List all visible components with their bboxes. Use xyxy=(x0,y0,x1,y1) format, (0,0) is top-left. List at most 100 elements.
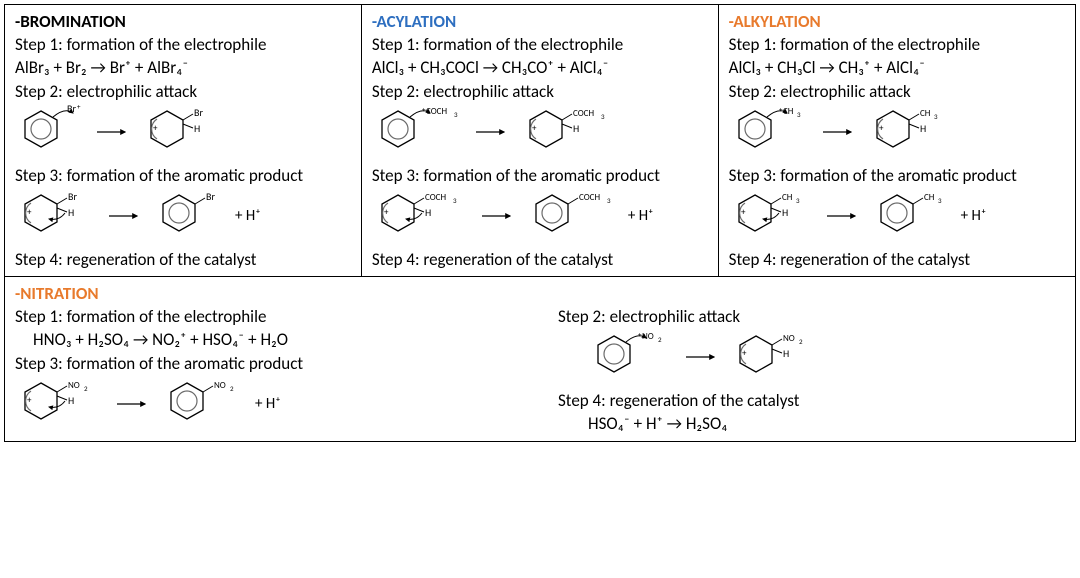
arenium-icon: + CH3 H xyxy=(867,105,953,159)
svg-text:H: H xyxy=(783,347,789,360)
benzene-sub-icon: Br xyxy=(153,189,225,243)
brom-step2-diagram: Br+ + Br H xyxy=(15,105,351,159)
svg-text:2: 2 xyxy=(799,337,803,346)
arrow-icon xyxy=(480,210,516,222)
benzene-sub-icon: CH 3 xyxy=(871,189,951,243)
title-bromination: -BROMINATION xyxy=(15,11,351,32)
svg-text:H: H xyxy=(68,206,74,219)
svg-text:3: 3 xyxy=(938,196,942,205)
panel-bromination: -BROMINATION Step 1: formation of the el… xyxy=(4,4,362,277)
nit-step1-label: Step 1: formation of the electrophile xyxy=(15,306,522,328)
acyl-step4-label: Step 4: regeneration of the catalyst xyxy=(372,249,708,271)
benzene-sub-icon: NO2 xyxy=(161,377,245,431)
svg-text:3: 3 xyxy=(607,196,611,205)
svg-text:NO: NO xyxy=(214,380,226,391)
arrow-icon xyxy=(115,398,151,410)
benzene-icon: +COCH3 xyxy=(372,105,464,159)
alk-step1-label: Step 1: formation of the electrophile xyxy=(729,34,1065,56)
svg-text:H: H xyxy=(425,206,431,219)
brom-step2-label: Step 2: electrophilic attack xyxy=(15,81,351,103)
nitration-left: -NITRATION Step 1: formation of the elec… xyxy=(15,283,522,437)
svg-text:H: H xyxy=(68,394,74,407)
svg-text:3: 3 xyxy=(934,112,938,121)
svg-text:CH: CH xyxy=(924,192,934,203)
svg-text:Br: Br xyxy=(206,190,215,203)
svg-text:+: + xyxy=(153,123,158,134)
byproduct-text: + H⁺ xyxy=(255,395,281,413)
svg-text:2: 2 xyxy=(84,384,88,393)
bottom-row: -NITRATION Step 1: formation of the elec… xyxy=(4,276,1076,442)
acyl-step2-label: Step 2: electrophilic attack xyxy=(372,81,708,103)
svg-text:2: 2 xyxy=(658,335,662,344)
byproduct-text: + H⁺ xyxy=(628,207,654,225)
svg-text:3: 3 xyxy=(601,112,605,121)
byproduct-text: + H⁺ xyxy=(235,207,261,225)
acyl-step2-diagram: +COCH3 + COCH 3 H xyxy=(372,105,708,159)
svg-text:H: H xyxy=(194,122,200,135)
arenium-icon: + Br H xyxy=(141,105,223,159)
svg-text:NO: NO xyxy=(642,331,654,342)
arenium-icon: + NO 2 H xyxy=(15,377,105,431)
svg-text:Br: Br xyxy=(67,105,76,115)
alk-step2-diagram: +CH3 + CH3 H xyxy=(729,105,1065,159)
arenium-icon: + COCH 3 H xyxy=(520,105,618,159)
panel-nitration: -NITRATION Step 1: formation of the elec… xyxy=(4,276,1076,442)
svg-text:+: + xyxy=(532,123,537,134)
arrow-icon xyxy=(95,126,131,138)
nit-step2-label: Step 2: electrophilic attack xyxy=(558,306,1065,328)
alk-step3-diagram: + CH 3 H CH 3 + H⁺ xyxy=(729,189,1065,243)
svg-text:3: 3 xyxy=(796,196,800,205)
top-row: -BROMINATION Step 1: formation of the el… xyxy=(4,4,1076,277)
svg-text:Br: Br xyxy=(68,190,77,203)
svg-text:NO: NO xyxy=(68,380,80,391)
svg-text:H: H xyxy=(920,122,926,135)
arrow-icon xyxy=(821,126,857,138)
brom-step1-eq: AlBr₃ + Br₂ → Br⁺ + AlBr₄⁻ xyxy=(15,57,351,78)
nitration-right: Step 2: electrophilic attack + NO 2 + NO 2 … xyxy=(522,283,1065,437)
panel-acylation: -ACYLATION Step 1: formation of the elec… xyxy=(361,4,719,277)
benzene-icon: +CH3 xyxy=(729,105,811,159)
title-acylation: -ACYLATION xyxy=(372,11,708,32)
svg-text:COCH: COCH xyxy=(579,192,600,203)
svg-text:H: H xyxy=(573,122,579,135)
alk-step1-eq: AlCl₃ + CH₃Cl → CH₃⁺ + AlCl₄⁻ xyxy=(729,57,1065,78)
svg-text:+: + xyxy=(77,105,81,111)
arrow-icon xyxy=(107,210,143,222)
svg-text:3: 3 xyxy=(453,196,457,205)
svg-text:+: + xyxy=(879,123,884,134)
panel-alkylation: -ALKYLATION Step 1: formation of the ele… xyxy=(718,4,1076,277)
nit-step4-eq: HSO₄⁻ + H⁺ → H₂SO₄ xyxy=(558,413,1065,434)
acyl-step1-label: Step 1: formation of the electrophile xyxy=(372,34,708,56)
svg-text:H: H xyxy=(782,206,788,219)
nit-step2-diagram: + NO 2 + NO 2 H xyxy=(558,330,1065,384)
svg-text:+: + xyxy=(27,395,32,406)
byproduct-text: + H⁺ xyxy=(961,207,987,225)
svg-text:COCH: COCH xyxy=(573,108,594,119)
nit-step4-label: Step 4: regeneration of the catalyst xyxy=(558,390,1065,412)
acyl-step3-label: Step 3: formation of the aromatic produc… xyxy=(372,165,708,187)
svg-text:3: 3 xyxy=(454,110,458,119)
brom-step4-label: Step 4: regeneration of the catalyst xyxy=(15,249,351,271)
svg-text:NO: NO xyxy=(783,333,795,344)
svg-text:+: + xyxy=(384,207,389,218)
svg-text:3: 3 xyxy=(797,110,801,119)
brom-step1-label: Step 1: formation of the electrophile xyxy=(15,34,351,56)
nit-step3-diagram: + NO2 H NO2 + H⁺ xyxy=(15,377,522,431)
nit-step1-eq: HNO₃ + H₂SO₄ → NO₂⁺ + HSO₄⁻ + H₂O xyxy=(15,329,522,350)
svg-text:+: + xyxy=(742,348,747,359)
arenium-icon: + COCH3 H xyxy=(372,189,470,243)
arenium-icon: + CH 3 H xyxy=(729,189,815,243)
svg-text:+: + xyxy=(741,207,746,218)
svg-text:CH: CH xyxy=(782,192,792,203)
brom-step3-label: Step 3: formation of the aromatic produc… xyxy=(15,165,351,187)
benzene-icon: Br+ xyxy=(15,105,85,159)
svg-text:Br: Br xyxy=(194,106,203,119)
alk-step2-label: Step 2: electrophilic attack xyxy=(729,81,1065,103)
title-alkylation: -ALKYLATION xyxy=(729,11,1065,32)
arenium-icon: + Br H xyxy=(15,189,97,243)
benzene-sub-icon: COCH 3 xyxy=(526,189,618,243)
brom-step3-diagram: + Br H Br + H⁺ xyxy=(15,189,351,243)
arenium-icon: + NO 2 H xyxy=(730,330,820,384)
alk-step4-label: Step 4: regeneration of the catalyst xyxy=(729,249,1065,271)
arrow-icon xyxy=(684,351,720,363)
